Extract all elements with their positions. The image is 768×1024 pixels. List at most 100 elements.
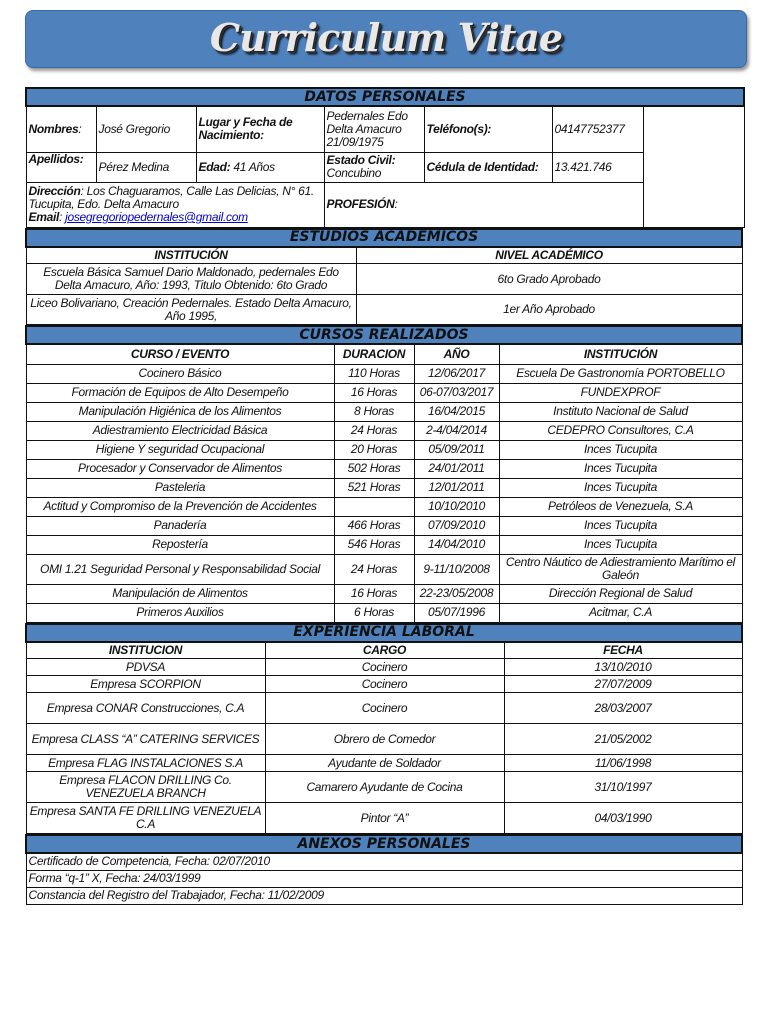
fecha-cell: 2-4/04/2014: [413, 420, 500, 441]
cursos-section: CURSOS REALIZADOS CURSO / EVENTO DURACION…: [25, 325, 743, 623]
column-header: INSTITUCIÓN: [25, 246, 357, 264]
duracion-cell: 16 Horas: [333, 583, 415, 604]
duracion-cell: 110 Horas: [333, 363, 415, 384]
column-header: NIVEL ACADÉMICO: [355, 246, 743, 264]
civil-value: Concubino: [326, 166, 382, 180]
fecha-cell: 11/06/1998: [503, 754, 743, 772]
curso-cell: Primeros Auxilios: [25, 602, 335, 623]
duracion-cell: 546 Horas: [333, 534, 415, 555]
fecha-cell: 24/01/2011: [413, 458, 500, 479]
fecha-cell: 10/10/2010: [413, 496, 500, 517]
duracion-cell: 24 Horas: [333, 553, 415, 585]
curso-cell: Actitud y Compromiso de la Prevención de…: [25, 496, 335, 517]
direccion-label: Dirección: [28, 184, 81, 198]
cargo-cell: Cocinero: [264, 675, 505, 693]
table-row: Empresa CONAR Construcciones, C.A Cociner…: [25, 692, 743, 724]
institucion-cell: Dirección Regional de Salud: [498, 583, 743, 604]
institucion-cell: Acitmar, C.A: [498, 602, 743, 623]
email-link[interactable]: josegregoriopedernales@gmail.com: [65, 210, 248, 224]
institucion-cell: Empresa CLASS “A” CATERING SERVICES: [25, 723, 266, 755]
institucion-cell: Liceo Bolivariano, Creación Pedernales. …: [25, 294, 357, 325]
table-row: Higiene Y seguridad Ocupacional 20 Horas 0…: [25, 439, 743, 460]
table-row: PDVSA Cocinero 13/10/2010: [25, 658, 743, 676]
experiencia-section: EXPERIENCIA LABORAL INSTITUCION CARGO FECH…: [25, 622, 743, 834]
column-header: CARGO: [264, 641, 505, 659]
table-row: OMI 1.21 Seguridad Personal y Responsabi…: [25, 553, 743, 585]
section-header: EXPERIENCIA LABORAL: [25, 622, 743, 643]
fecha-cell: 28/03/2007: [503, 692, 743, 724]
fecha-cell: 27/07/2009: [503, 675, 743, 693]
fecha-cell: 05/07/1996: [413, 602, 500, 623]
cv-title: Curriculum Vitae: [209, 15, 563, 60]
photo-cell: [642, 105, 745, 228]
table-row: Actitud y Compromiso de la Prevención de…: [25, 496, 743, 517]
table-row: Empresa CLASS “A” CATERING SERVICES Obrer…: [25, 723, 743, 755]
table-row: Empresa SANTA FE DRILLING VENEZUELA C.A P…: [25, 802, 743, 834]
table-row: Pasteleria 521 Horas 12/01/2011 Inces Tucup…: [25, 477, 743, 498]
anexo-item: Constancia del Registro del Trabajador, …: [25, 886, 743, 905]
institucion-cell: Centro Náutico de Adiestramiento Marítim…: [498, 553, 743, 585]
institucion-cell: Instituto Nacional de Salud: [498, 401, 743, 422]
section-header: ANEXOS PERSONALES: [25, 834, 743, 854]
column-header: CURSO / EVENTO: [25, 343, 335, 365]
institucion-cell: CEDEPRO Consultores, C.A: [498, 420, 743, 441]
duracion-cell: 16 Horas: [333, 382, 415, 403]
duracion-cell: [333, 496, 415, 517]
curso-cell: Manipulación de Alimentos: [25, 583, 335, 604]
duracion-cell: 8 Horas: [333, 401, 415, 422]
telefono-label: Teléfono(s):: [426, 121, 492, 136]
curso-cell: Repostería: [25, 534, 335, 555]
institucion-cell: Empresa SCORPION: [25, 675, 266, 693]
fecha-cell: 9-11/10/2008: [413, 553, 500, 585]
cargo-cell: Cocinero: [264, 692, 505, 724]
nombres-label: Nombres: [28, 121, 79, 136]
table-row: Empresa FLAG INSTALACIONES S.A Ayudante d…: [25, 754, 743, 772]
curso-cell: Formación de Equipos de Alto Desempeño: [25, 382, 335, 403]
cargo-cell: Cocinero: [264, 658, 505, 676]
nivel-cell: 1er Año Aprobado: [355, 294, 743, 325]
institucion-cell: Escuela Básica Samuel Dario Maldonado, p…: [25, 263, 357, 295]
cargo-cell: Camarero Ayudante de Cocina: [264, 771, 505, 803]
institucion-cell: Empresa SANTA FE DRILLING VENEZUELA C.A: [25, 802, 266, 834]
duracion-cell: 502 Horas: [333, 458, 415, 479]
institucion-cell: Inces Tucupita: [498, 439, 743, 460]
section-header: ESTUDIOS ACADÉMICOS: [25, 227, 743, 248]
table-row: Adiestramiento Electricidad Básica 24 Hor…: [25, 420, 743, 441]
fecha-cell: 14/04/2010: [413, 534, 500, 555]
fecha-cell: 13/10/2010: [503, 658, 743, 676]
duracion-cell: 466 Horas: [333, 515, 415, 536]
curso-cell: Procesador y Conservador de Alimentos: [25, 458, 335, 479]
fecha-cell: 05/09/2011: [413, 439, 500, 460]
section-header: DATOS PERSONALES: [24, 87, 746, 107]
fecha-cell: 06-07/03/2017: [413, 382, 500, 403]
title-banner: Curriculum Vitae: [25, 10, 747, 68]
fecha-cell: 07/09/2010: [413, 515, 500, 536]
edad-value: 41 Años: [233, 159, 275, 174]
cedula-value: 13.421.746: [551, 151, 644, 183]
table-row: Empresa FLACON DRILLING Co. VENEZUELA BR…: [25, 771, 743, 803]
column-header: DURACION: [333, 343, 415, 365]
curso-cell: Adiestramiento Electricidad Básica: [25, 420, 335, 441]
datos-personales-section: DATOS PERSONALES Nombres: José Gregorio …: [24, 87, 746, 228]
direccion-value: Los Chaguaramos, Calle Las Delicias, N° …: [28, 184, 315, 211]
cargo-cell: Pintor “A”: [264, 802, 505, 834]
section-header: CURSOS REALIZADOS: [25, 325, 743, 345]
nombres-value: José Gregorio: [95, 105, 197, 153]
cedula-label: Cédula de Identidad:: [426, 159, 539, 174]
curso-cell: Higiene Y seguridad Ocupacional: [25, 439, 335, 460]
lugar-label: Lugar y Fecha de Nacimiento:: [198, 115, 293, 143]
table-row: Empresa SCORPION Cocinero 27/07/2009: [25, 675, 743, 693]
lugar-value: Pedernales Edo Delta Amacuro 21/09/1975: [323, 105, 425, 153]
curso-cell: Panadería: [25, 515, 335, 536]
institucion-cell: Inces Tucupita: [498, 534, 743, 555]
fecha-cell: 22-23/05/2008: [413, 583, 500, 604]
telefono-value: 04147752377: [551, 105, 644, 153]
nivel-cell: 6to Grado Aprobado: [355, 263, 743, 295]
institucion-cell: Empresa CONAR Construcciones, C.A: [25, 692, 266, 724]
estudios-section: ESTUDIOS ACADÉMICOS INSTITUCIÓN NIVEL ACA…: [25, 227, 743, 325]
table-row: Procesador y Conservador de Alimentos 502…: [25, 458, 743, 479]
fecha-cell: 21/05/2002: [503, 723, 743, 755]
email-label: Email: [28, 210, 60, 224]
anexo-item: Forma “q-1” X, Fecha: 24/03/1999: [25, 869, 743, 888]
institucion-cell: Inces Tucupita: [498, 515, 743, 536]
